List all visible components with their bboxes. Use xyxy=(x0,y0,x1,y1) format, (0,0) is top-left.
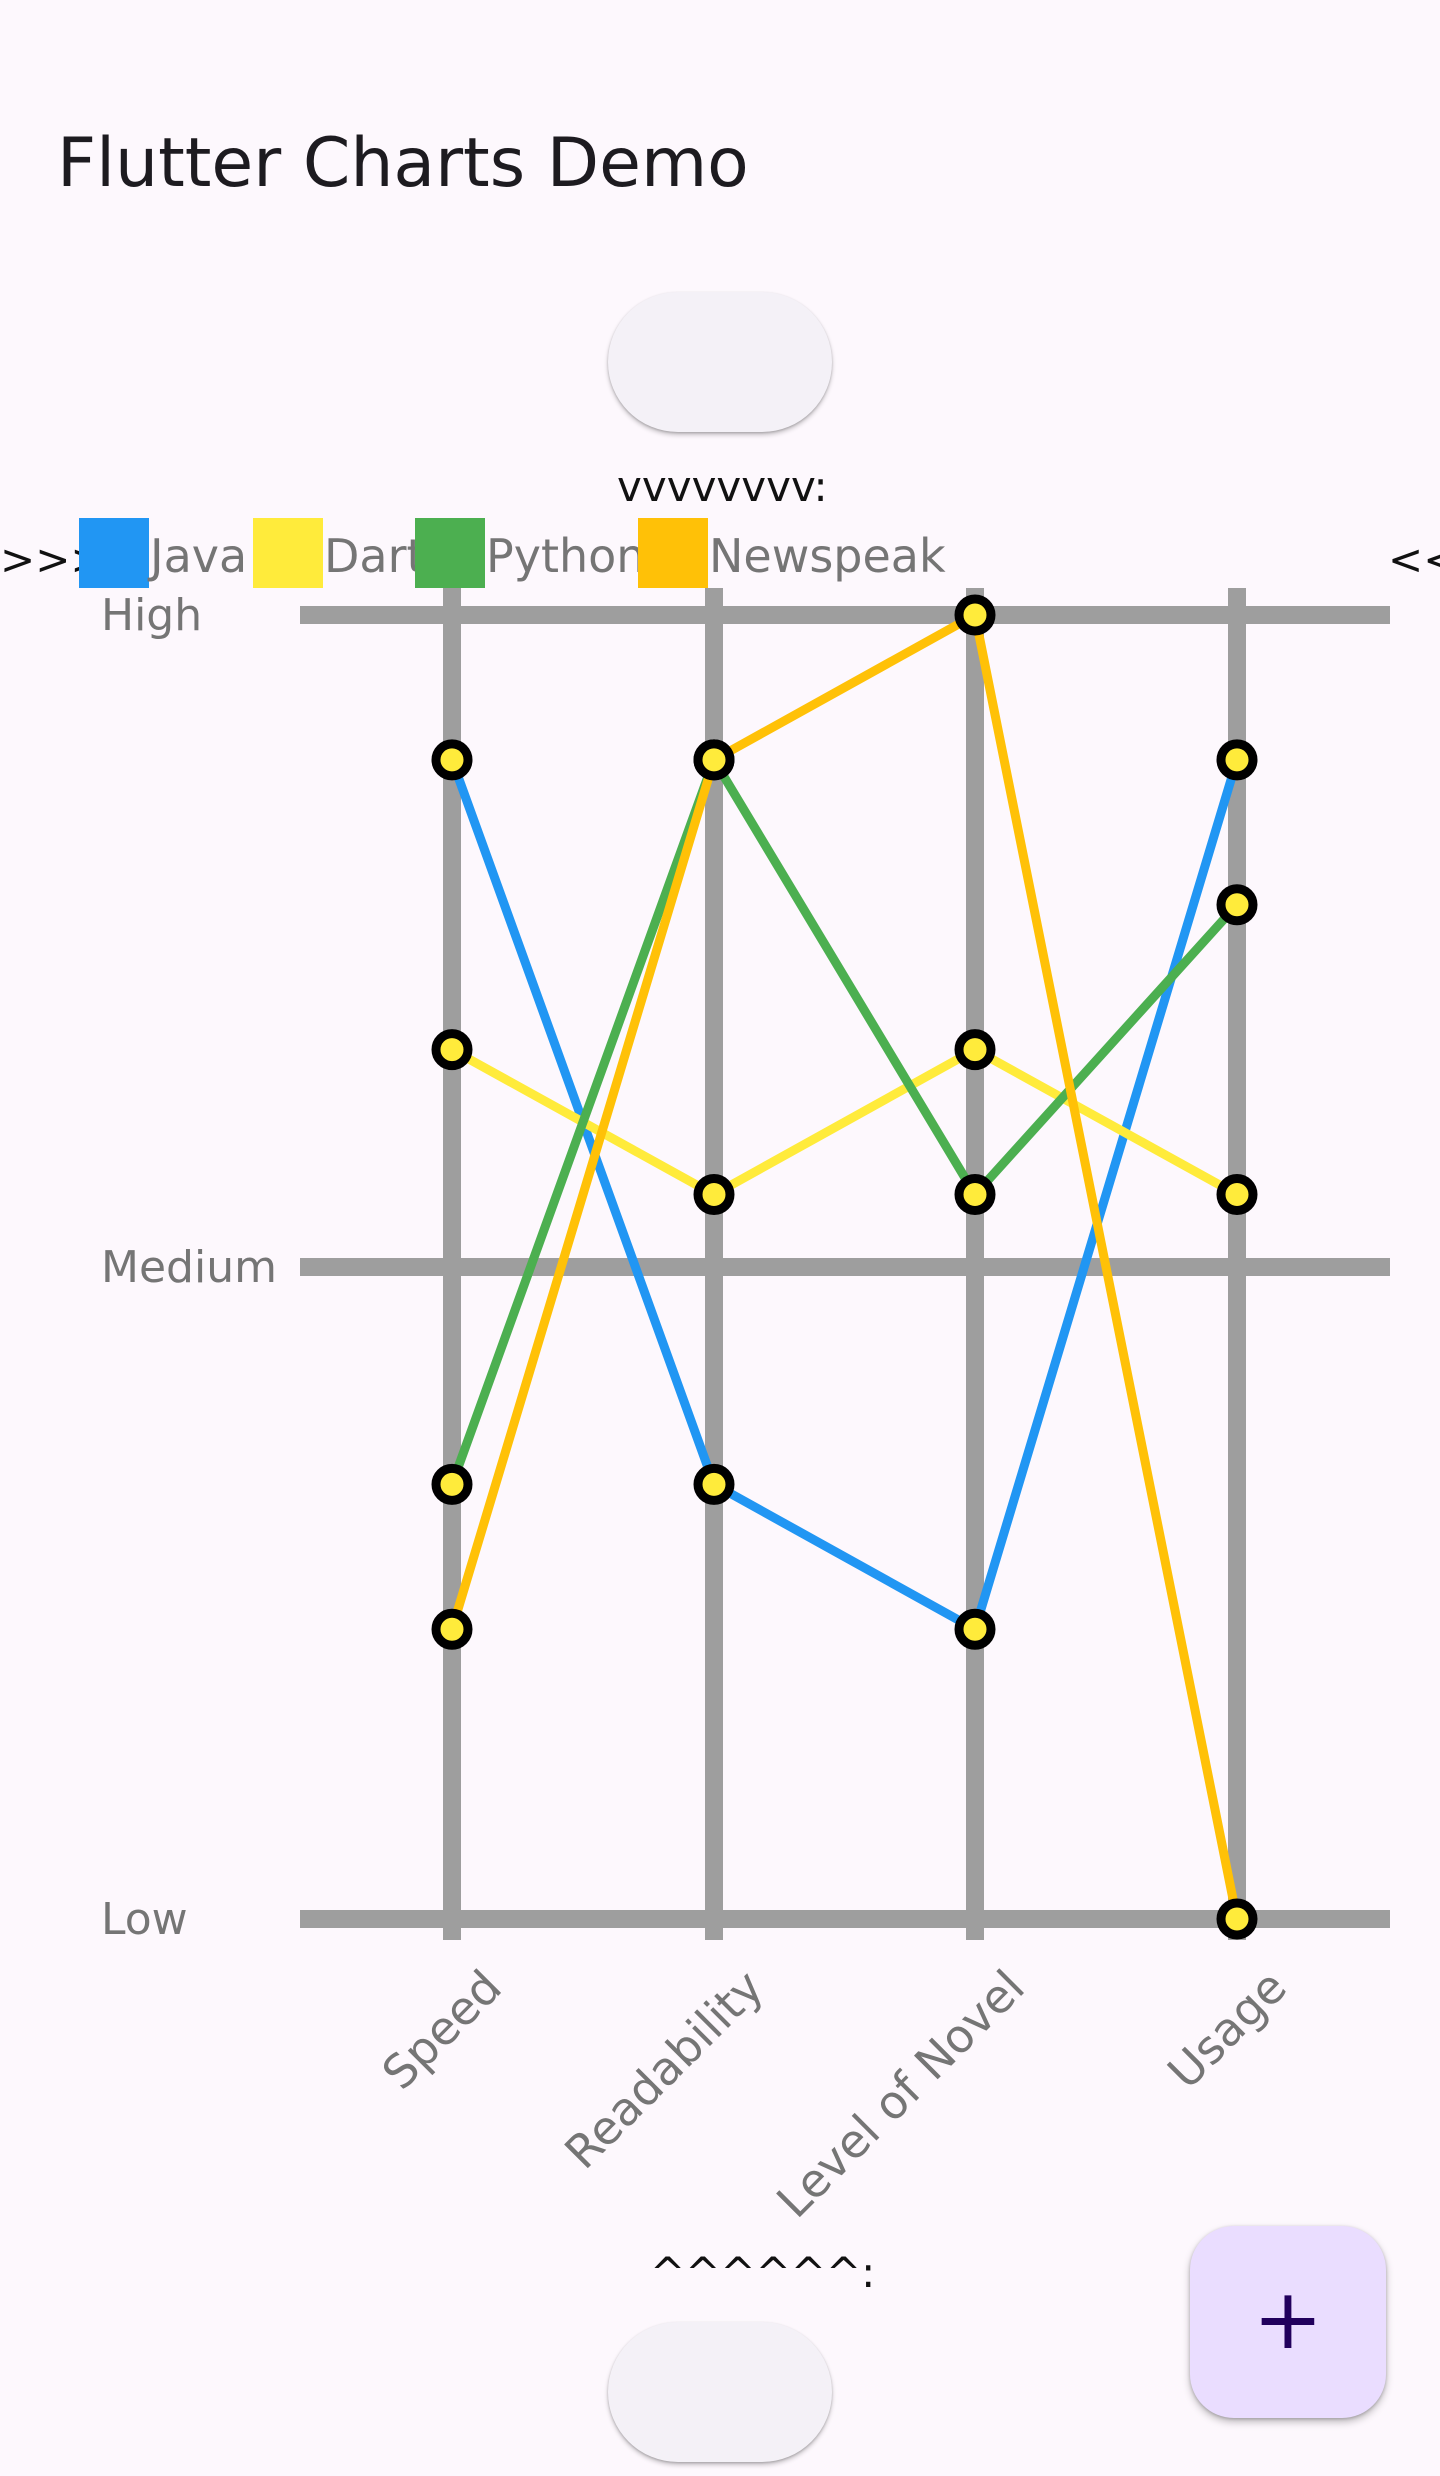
x-tick-label: Usage xyxy=(1157,1960,1297,2100)
data-point-dart xyxy=(693,1174,735,1216)
data-point-newspeak xyxy=(693,739,735,781)
y-tick-label: Medium xyxy=(101,1242,277,1293)
data-point-python xyxy=(954,1174,996,1216)
legend-label-newspeak: Newspeak xyxy=(709,529,946,583)
chart-top-label: vvvvvvvv: xyxy=(617,462,828,511)
data-point-java xyxy=(954,1608,996,1650)
legend-label-dart: Dart xyxy=(324,529,425,583)
series-line-python xyxy=(447,755,1242,1489)
legend-right-arrows: << xyxy=(1388,535,1440,584)
y-tick-label: High xyxy=(101,590,202,641)
series-line-dart xyxy=(447,1045,1242,1200)
y-axis-labels: Low Medium High xyxy=(101,590,277,1945)
legend-label-python: Python xyxy=(486,529,645,583)
chart-points xyxy=(431,594,1258,1940)
data-point-python xyxy=(1216,884,1258,926)
x-tick-label: Speed xyxy=(372,1960,512,2100)
chart-series xyxy=(447,610,1242,1924)
bottom-pill-button[interactable] xyxy=(608,2322,832,2462)
legend-swatch-python xyxy=(415,518,485,588)
x-tick-label: Readability xyxy=(554,1960,774,2180)
series-line-newspeak xyxy=(447,610,1242,1924)
chart-grid xyxy=(300,588,1390,1940)
y-tick-label: Low xyxy=(101,1894,188,1945)
data-point-dart xyxy=(431,1029,473,1071)
data-point-dart xyxy=(954,1029,996,1071)
plus-icon: + xyxy=(1252,2270,1324,2368)
legend-swatch-java xyxy=(79,518,149,588)
data-point-python xyxy=(431,1463,473,1505)
add-button[interactable]: + xyxy=(1190,2226,1386,2418)
app-title: Flutter Charts Demo xyxy=(57,124,749,203)
legend-label-java: Java xyxy=(147,529,247,583)
top-pill-button[interactable] xyxy=(608,292,832,432)
series-line-java xyxy=(447,755,1242,1634)
data-point-java xyxy=(1216,739,1258,781)
data-point-newspeak xyxy=(1216,1898,1258,1940)
data-point-newspeak xyxy=(431,1608,473,1650)
chart-bottom-label: ^^^^^^: xyxy=(650,2248,876,2297)
data-point-java xyxy=(431,739,473,781)
legend-swatch-dart xyxy=(253,518,323,588)
x-tick-label: Level of Novel xyxy=(766,1960,1035,2229)
data-point-newspeak xyxy=(954,594,996,636)
data-point-dart xyxy=(1216,1174,1258,1216)
data-point-java xyxy=(693,1463,735,1505)
legend-swatch-newspeak xyxy=(638,518,708,588)
